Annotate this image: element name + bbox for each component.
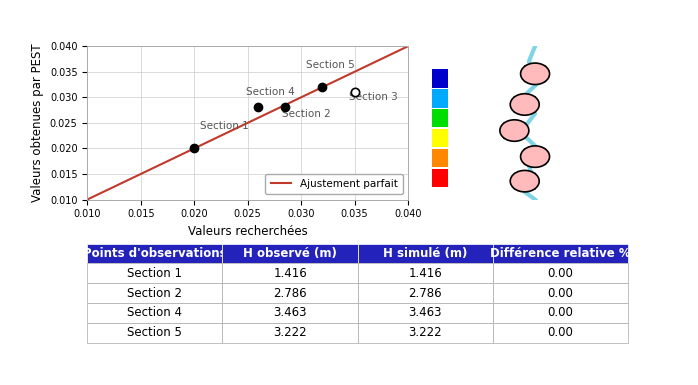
- Bar: [431, 109, 448, 127]
- Circle shape: [500, 120, 529, 141]
- Circle shape: [510, 94, 540, 115]
- X-axis label: Valeurs recherchées: Valeurs recherchées: [188, 225, 308, 238]
- Bar: [431, 89, 448, 107]
- Text: Section 5: Section 5: [306, 60, 355, 70]
- Circle shape: [521, 63, 549, 85]
- Circle shape: [510, 171, 540, 192]
- Text: Section 1: Section 1: [200, 121, 248, 131]
- Bar: [431, 129, 448, 147]
- Bar: [431, 149, 448, 167]
- Circle shape: [521, 146, 549, 167]
- Legend: Ajustement parfait: Ajustement parfait: [265, 174, 403, 194]
- Text: Section 2: Section 2: [282, 109, 331, 119]
- Text: Section 3: Section 3: [349, 92, 398, 102]
- Bar: [431, 69, 448, 88]
- Y-axis label: Valeurs obtenues par PEST: Valeurs obtenues par PEST: [31, 44, 44, 202]
- Bar: [431, 169, 448, 187]
- Text: Section 4: Section 4: [246, 87, 295, 97]
